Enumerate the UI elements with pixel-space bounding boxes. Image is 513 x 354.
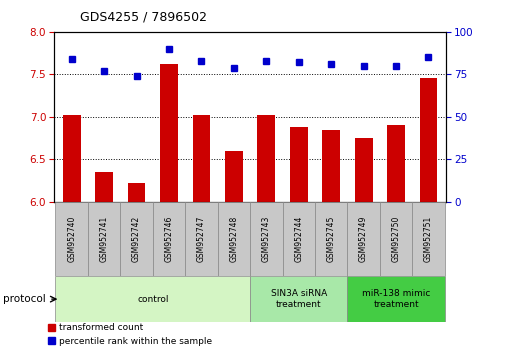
Bar <box>347 276 445 322</box>
Bar <box>121 202 153 276</box>
Text: GSM952748: GSM952748 <box>229 216 239 262</box>
Text: GDS4255 / 7896502: GDS4255 / 7896502 <box>80 10 207 23</box>
Text: GSM952749: GSM952749 <box>359 216 368 262</box>
Bar <box>250 276 347 322</box>
Legend: transformed count, percentile rank within the sample: transformed count, percentile rank withi… <box>48 324 212 346</box>
Bar <box>153 202 185 276</box>
Text: GSM952742: GSM952742 <box>132 216 141 262</box>
Text: protocol: protocol <box>3 294 45 304</box>
Text: GSM952745: GSM952745 <box>327 216 336 262</box>
Text: GSM952750: GSM952750 <box>391 216 401 262</box>
Bar <box>185 202 218 276</box>
Bar <box>55 276 250 322</box>
Text: SIN3A siRNA
treatment: SIN3A siRNA treatment <box>271 290 327 309</box>
Bar <box>250 202 283 276</box>
Bar <box>63 115 81 202</box>
Text: GSM952751: GSM952751 <box>424 216 433 262</box>
Text: GSM952747: GSM952747 <box>197 216 206 262</box>
Bar <box>258 115 275 202</box>
Text: GSM952740: GSM952740 <box>67 216 76 262</box>
Bar <box>315 202 347 276</box>
Bar <box>55 202 88 276</box>
Bar <box>283 202 315 276</box>
Bar <box>420 78 438 202</box>
Text: GSM952743: GSM952743 <box>262 216 271 262</box>
Bar <box>88 202 121 276</box>
Bar <box>380 202 412 276</box>
Bar <box>290 127 308 202</box>
Bar <box>160 64 178 202</box>
Bar <box>347 202 380 276</box>
Text: control: control <box>137 295 169 304</box>
Bar <box>128 183 146 202</box>
Bar <box>192 115 210 202</box>
Text: miR-138 mimic
treatment: miR-138 mimic treatment <box>362 290 430 309</box>
Bar <box>354 138 372 202</box>
Text: GSM952746: GSM952746 <box>165 216 173 262</box>
Bar <box>387 125 405 202</box>
Bar <box>322 130 340 202</box>
Text: GSM952741: GSM952741 <box>100 216 109 262</box>
Bar <box>225 151 243 202</box>
Bar <box>412 202 445 276</box>
Text: GSM952744: GSM952744 <box>294 216 303 262</box>
Bar <box>218 202 250 276</box>
Bar <box>95 172 113 202</box>
